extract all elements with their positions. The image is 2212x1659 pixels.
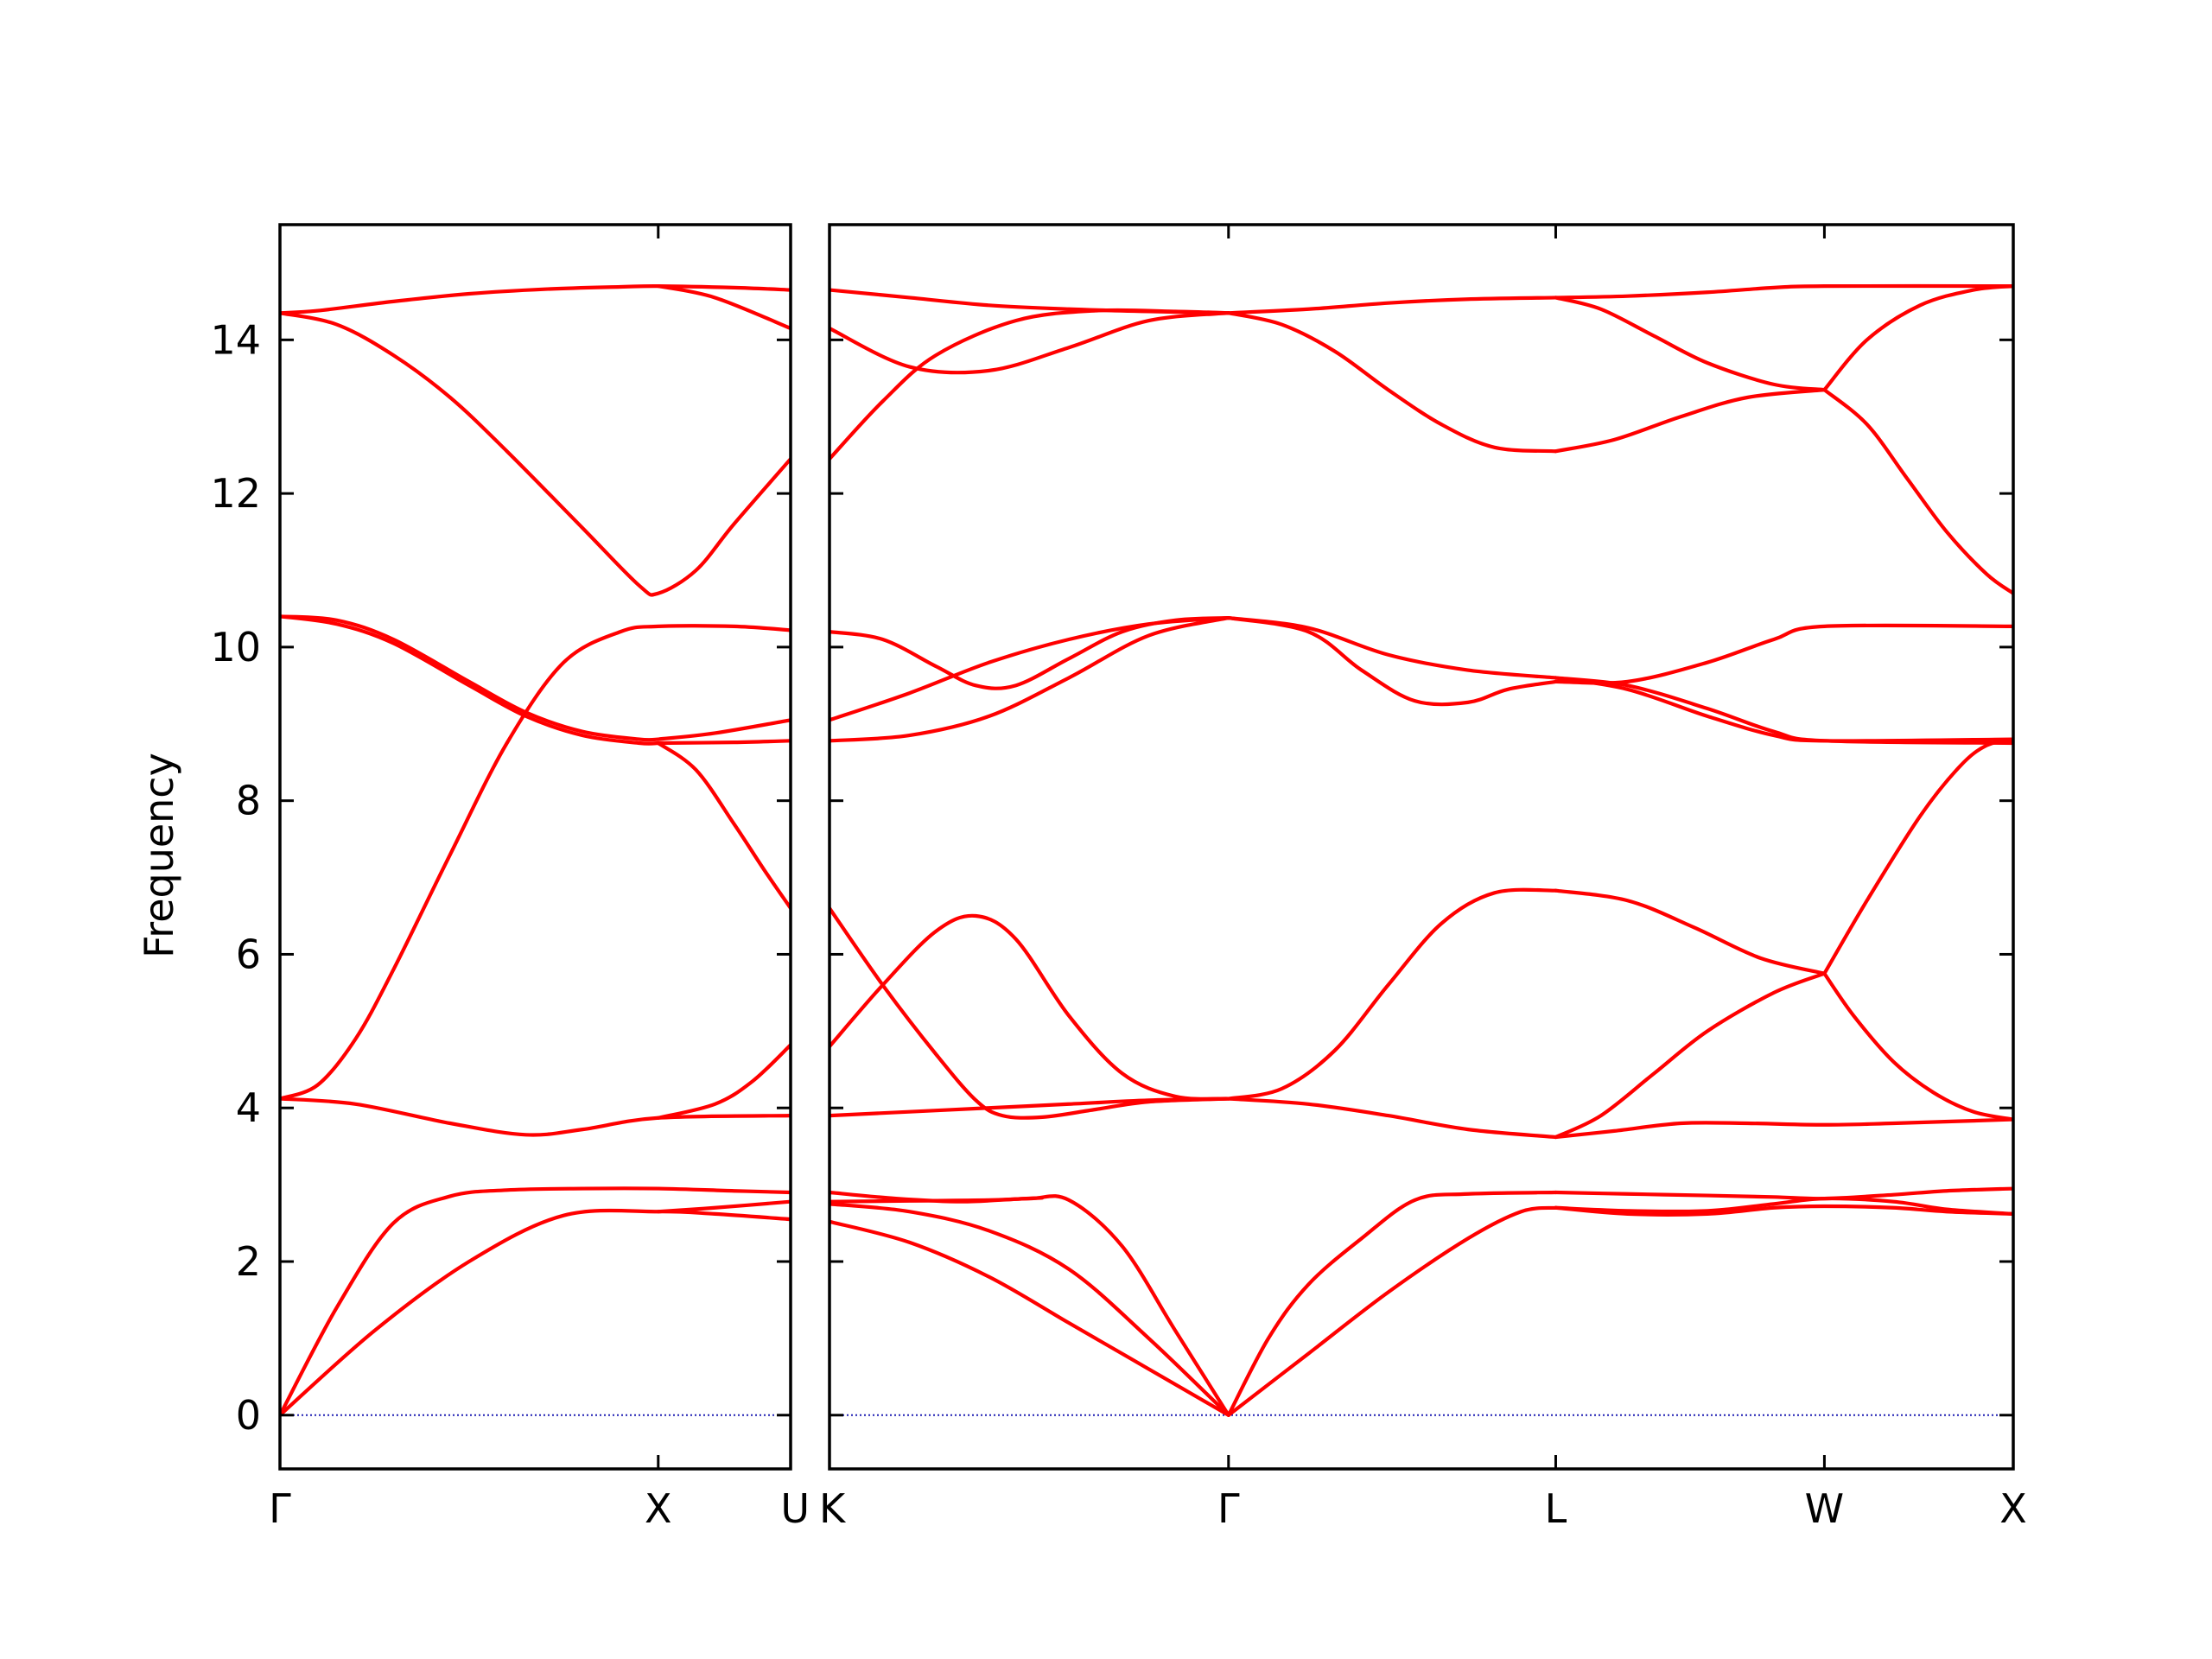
band-line bbox=[656, 1043, 791, 1120]
band-line bbox=[1554, 388, 1827, 454]
band-line bbox=[1226, 311, 1558, 454]
band-line bbox=[1554, 676, 2013, 746]
y-tick-label: 0 bbox=[236, 1392, 261, 1439]
y-tick-label: 14 bbox=[210, 316, 261, 363]
band-line bbox=[830, 1219, 1230, 1417]
y-tick-label: 2 bbox=[236, 1238, 261, 1285]
band-line bbox=[656, 718, 791, 741]
y-tick-label: 8 bbox=[236, 778, 261, 824]
y-tick-label: 12 bbox=[210, 470, 261, 517]
panels-layer: 0 2 4 6 8 10 12 14 Γ X U K Γ L W X bbox=[210, 223, 2027, 1532]
band-line bbox=[1226, 616, 1558, 680]
band-line bbox=[1554, 1186, 2013, 1201]
band-line bbox=[830, 1202, 1230, 1417]
band-line bbox=[830, 616, 1230, 722]
band-line bbox=[280, 311, 791, 597]
band-line bbox=[1226, 1205, 1558, 1417]
bands bbox=[830, 283, 2013, 1417]
x-tick-label: K bbox=[819, 1485, 847, 1532]
x-tick-label: W bbox=[1805, 1485, 1844, 1532]
band-line bbox=[1226, 616, 1558, 707]
y-tick-label: 6 bbox=[236, 931, 261, 977]
band-line bbox=[280, 283, 791, 315]
band-line bbox=[1554, 296, 1827, 392]
plot-frame bbox=[278, 223, 792, 1471]
band-line bbox=[280, 624, 791, 1101]
band-line bbox=[1554, 1204, 2013, 1217]
band-line bbox=[1226, 887, 1558, 1101]
band-line bbox=[1226, 296, 1558, 315]
band-line bbox=[656, 741, 791, 911]
band-line bbox=[1554, 888, 1827, 976]
band-line bbox=[830, 311, 1230, 375]
band-line bbox=[1822, 284, 2013, 392]
band-line bbox=[830, 913, 1230, 1101]
band-line bbox=[1822, 737, 2013, 976]
band-line bbox=[280, 614, 660, 746]
y-axis-label: Frequency bbox=[136, 753, 182, 958]
band-line bbox=[1822, 388, 2013, 595]
band-line bbox=[656, 739, 791, 746]
band-line bbox=[656, 284, 791, 331]
band-line bbox=[1554, 1196, 2013, 1216]
band-line bbox=[280, 1186, 791, 1417]
plot-frame bbox=[828, 223, 2015, 1471]
band-line bbox=[1226, 1096, 1558, 1140]
band-line bbox=[1554, 1117, 2013, 1140]
band-line bbox=[830, 616, 1230, 690]
band-line bbox=[1554, 676, 2013, 743]
band-line bbox=[280, 1096, 791, 1137]
band-line bbox=[280, 1208, 791, 1417]
band-line bbox=[280, 614, 660, 742]
y-tick-label: 4 bbox=[236, 1084, 261, 1131]
x-tick-label: U bbox=[780, 1485, 810, 1532]
bands bbox=[280, 283, 791, 1417]
x-tick-label: X bbox=[1999, 1485, 2027, 1532]
x-tick-label: X bbox=[645, 1485, 672, 1532]
y-tick-label: 10 bbox=[210, 624, 261, 671]
band-line bbox=[1554, 623, 2013, 685]
band-line bbox=[830, 1196, 1045, 1204]
band-line bbox=[1554, 283, 2013, 300]
band-line bbox=[1822, 971, 2013, 1122]
band-line bbox=[656, 1199, 791, 1214]
x-tick-label: L bbox=[1545, 1485, 1567, 1532]
panel-0: 0 2 4 6 8 10 12 14 Γ X U bbox=[210, 223, 810, 1532]
band-line bbox=[830, 308, 1230, 461]
x-tick-label: Γ bbox=[269, 1485, 291, 1532]
x-tick-label: Γ bbox=[1217, 1485, 1240, 1532]
band-line bbox=[1226, 1190, 1558, 1417]
band-line bbox=[830, 616, 1230, 743]
band-line bbox=[1554, 971, 1827, 1140]
band-line bbox=[830, 906, 1230, 1120]
